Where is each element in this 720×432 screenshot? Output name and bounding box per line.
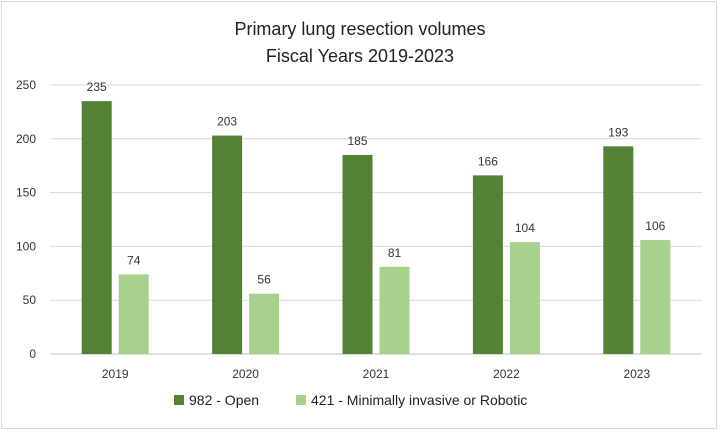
x-tick-label: 2022 [493, 367, 520, 381]
data-label: 166 [478, 154, 498, 168]
data-label: 235 [87, 80, 107, 94]
data-label: 74 [127, 253, 141, 267]
bar-minimally-invasive-2023 [640, 239, 671, 354]
legend-label: 982 - Open [189, 392, 259, 408]
legend: 982 - Open 421 - Minimally invasive or Ro… [174, 392, 527, 408]
gridlines [50, 84, 702, 355]
x-tick-label: 2023 [623, 367, 650, 381]
y-axis-ticks: 0 50 100 150 200 250 [16, 78, 36, 361]
bar-open-2022 [472, 175, 503, 354]
chart-subtitle: Fiscal Years 2019-2023 [266, 46, 454, 66]
y-tick-label: 0 [29, 347, 36, 361]
bar-minimally-invasive-2019 [118, 274, 149, 354]
bar-open-2019 [81, 101, 112, 354]
x-tick-label: 2020 [232, 367, 259, 381]
data-label: 203 [217, 115, 237, 129]
x-tick-label: 2021 [363, 367, 390, 381]
y-tick-label: 200 [16, 132, 36, 146]
legend-swatch [174, 395, 184, 405]
y-tick-label: 50 [23, 293, 37, 307]
x-tick-label: 2019 [102, 367, 129, 381]
data-label: 56 [257, 273, 271, 287]
data-label: 81 [388, 246, 402, 260]
chart-title: Primary lung resection volumes [234, 19, 485, 39]
y-tick-label: 150 [16, 186, 36, 200]
bar-minimally-invasive-2021 [379, 266, 410, 354]
bar-open-2021 [342, 154, 373, 354]
legend-swatch [296, 395, 306, 405]
data-labels: 235 74 203 56 185 81 166 104 193 106 [87, 80, 666, 287]
data-label: 106 [645, 219, 665, 233]
legend-label: 421 - Minimally invasive or Robotic [311, 392, 527, 408]
bar-minimally-invasive-2022 [509, 242, 540, 354]
x-axis-ticks: 2019 2020 2021 2022 2023 [102, 367, 651, 381]
bar-minimally-invasive-2020 [249, 293, 280, 354]
data-label: 193 [608, 125, 628, 139]
data-label: 104 [515, 221, 535, 235]
bar-open-2020 [212, 135, 243, 354]
bars [81, 101, 671, 354]
data-label: 185 [347, 134, 367, 148]
y-tick-label: 250 [16, 78, 36, 92]
bar-open-2023 [603, 146, 634, 354]
y-tick-label: 100 [16, 239, 36, 253]
